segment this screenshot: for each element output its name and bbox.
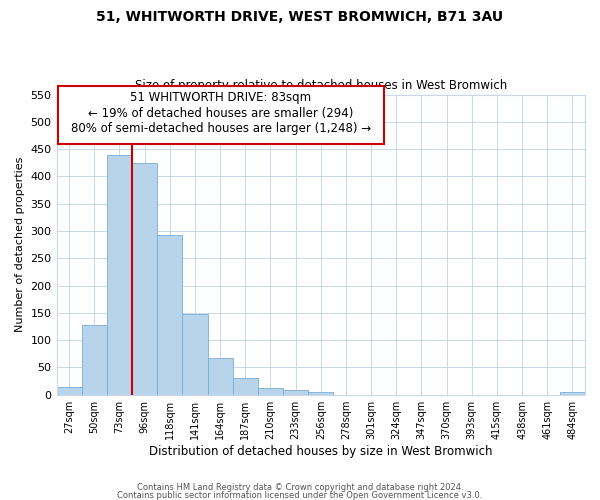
FancyBboxPatch shape [58,86,383,144]
Text: Contains public sector information licensed under the Open Government Licence v3: Contains public sector information licen… [118,490,482,500]
Title: Size of property relative to detached houses in West Bromwich: Size of property relative to detached ho… [134,79,507,92]
Text: Contains HM Land Registry data © Crown copyright and database right 2024.: Contains HM Land Registry data © Crown c… [137,484,463,492]
Bar [82,325,107,394]
Bar [208,358,233,395]
Bar [182,314,208,394]
Text: 51 WHITWORTH DRIVE: 83sqm: 51 WHITWORTH DRIVE: 83sqm [130,91,311,104]
Text: 51, WHITWORTH DRIVE, WEST BROMWICH, B71 3AU: 51, WHITWORTH DRIVE, WEST BROMWICH, B71 … [97,10,503,24]
Bar [308,392,334,394]
Text: 80% of semi-detached houses are larger (1,248) →: 80% of semi-detached houses are larger (… [71,122,371,135]
Bar [157,236,182,394]
Bar [107,154,132,394]
Bar [56,386,82,394]
Text: ← 19% of detached houses are smaller (294): ← 19% of detached houses are smaller (29… [88,107,353,120]
Bar [258,388,283,394]
Bar [132,163,157,394]
Bar [233,378,258,394]
X-axis label: Distribution of detached houses by size in West Bromwich: Distribution of detached houses by size … [149,444,493,458]
Y-axis label: Number of detached properties: Number of detached properties [15,157,25,332]
Bar [283,390,308,394]
Bar [560,392,585,394]
